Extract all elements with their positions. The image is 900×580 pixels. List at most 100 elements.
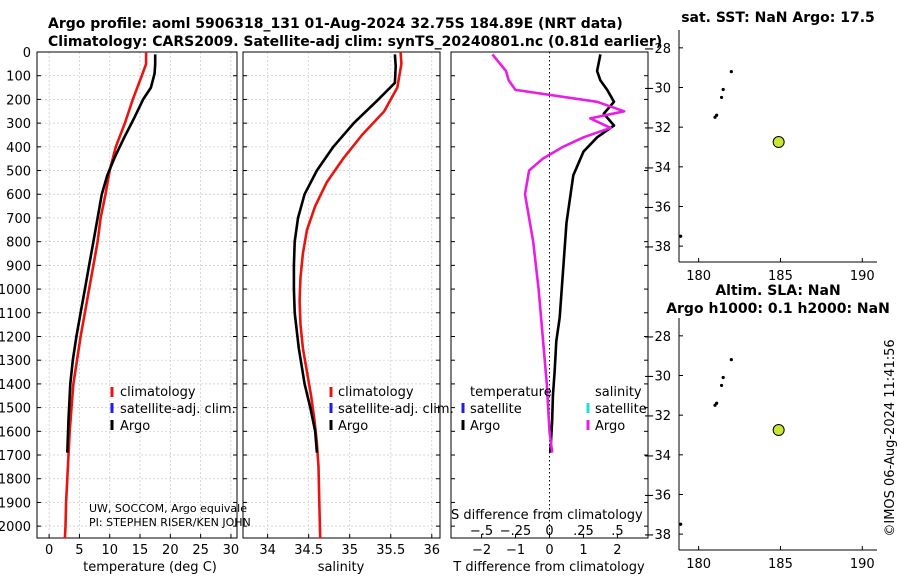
y-tick-label: 400 <box>6 141 31 156</box>
y-tick-label: 700 <box>6 212 31 227</box>
figure-title-line2: Climatology: CARS2009. Satellite-adj cli… <box>48 34 662 50</box>
sla-map-plot: −38 −36 −34 −32 −30 −28 180 185 190 <box>644 318 877 572</box>
x-top-tick-label: .5 <box>611 524 623 539</box>
y-tick-label: 200 <box>6 93 31 108</box>
y-tick-label: 1100 <box>0 307 31 322</box>
legend-label-argo: Argo <box>338 419 368 434</box>
difference-plot: −2 −1 0 1 2 −.5 −.25 0 .25 .5 <box>450 51 649 558</box>
legend-label-temp-satellite: satellite <box>470 402 522 417</box>
map-y-tick-label: −36 <box>644 488 671 503</box>
y-tick-label: 1400 <box>0 378 31 393</box>
map-y-tick-label: −32 <box>644 121 671 136</box>
map-y-tick-label: −34 <box>644 449 671 464</box>
map-x-tick-label: 185 <box>768 557 793 572</box>
x-tick-label: −2 <box>472 543 491 558</box>
float-position-marker <box>772 424 785 437</box>
x-tick-label: 30 <box>223 543 240 558</box>
y-tick-label: 1500 <box>0 402 31 417</box>
credit-line2: PI: STEPHEN RISER/KEN JOHN <box>89 516 251 529</box>
x-top-tick-label: 0 <box>545 524 553 539</box>
temperature-xlabel: temperature (deg C) <box>83 560 217 575</box>
x-tick-label: 10 <box>101 543 118 558</box>
x-tick-label: 34.5 <box>294 543 323 558</box>
map-x-tick-label: 190 <box>850 557 875 572</box>
coastline-point <box>719 383 724 388</box>
sst-map-title: sat. SST: NaN Argo: 17.5 <box>681 10 875 26</box>
coastline-point <box>679 234 683 238</box>
legend-title-temperature: temperature <box>470 385 552 400</box>
legend-label-sal-satellite: satellite <box>595 402 647 417</box>
legend-label-satellite: satellite-adj. clim. <box>120 402 236 417</box>
x-tick-label: −1 <box>506 543 525 558</box>
axes-frame <box>36 51 238 539</box>
map-y-tick-label: −30 <box>644 370 671 385</box>
y-tick-label: 900 <box>6 259 31 274</box>
salinity-plot: 34 34.5 35 35.5 36 <box>242 51 441 558</box>
legend-label-argo: Argo <box>120 419 150 434</box>
coastline-point <box>713 403 717 407</box>
y-tick-label: 1600 <box>0 425 31 440</box>
x-tick-label: 34 <box>259 543 276 558</box>
series-line-s-argo-climatology <box>491 53 626 453</box>
y-tick-label: 1000 <box>0 283 31 298</box>
map-x-tick-label: 185 <box>768 269 793 284</box>
x-top-tick-label: −.25 <box>500 524 532 539</box>
x-tick-label: 35 <box>341 543 358 558</box>
temperature-plot: 0100200300400500600700800900100011001200… <box>0 46 239 558</box>
series-line-argo <box>292 54 398 453</box>
x-tick-label: 0 <box>545 543 553 558</box>
x-tick-label: 25 <box>192 543 209 558</box>
y-tick-label: 600 <box>6 188 31 203</box>
float-position-marker <box>772 136 785 149</box>
coastline-point <box>721 87 725 92</box>
legend-label-satellite: satellite-adj. clim. <box>338 402 454 417</box>
temperature-legend: climatology satellite-adj. clim. Argo <box>110 385 236 434</box>
coastline-point <box>713 115 717 119</box>
y-tick-label: 2000 <box>0 520 31 535</box>
temperature-panel: 0100200300400500600700800900100011001200… <box>0 46 251 575</box>
legend-label-temp-argo: Argo <box>470 419 500 434</box>
salinity-panel: 34 34.5 35 35.5 36 salinity climatology sate… <box>242 51 454 575</box>
sst-map-plot: −38 −36 −34 −32 −30 −28 180 185 190 <box>644 30 877 284</box>
map-y-tick-label: −30 <box>644 82 671 97</box>
y-tick-label: 1900 <box>0 496 31 511</box>
series-line-climatology <box>298 51 403 539</box>
map-x-tick-label: 180 <box>686 269 711 284</box>
legend-title-salinity: salinity <box>595 385 642 400</box>
sla-map-title-line1: Altim. SLA: NaN <box>715 283 840 299</box>
y-tick-label: 1700 <box>0 449 31 464</box>
y-tick-label: 1300 <box>0 354 31 369</box>
coastline-point <box>729 358 733 362</box>
coastline-point <box>679 522 683 526</box>
map-y-tick-label: −38 <box>644 528 671 543</box>
coastline-point <box>721 375 725 380</box>
legend-label-climatology: climatology <box>120 385 196 400</box>
map-y-tick-label: −38 <box>644 240 671 255</box>
map-y-tick-label: −32 <box>644 409 671 424</box>
imos-timestamp: ©IMOS 06-Aug-2024 11:41:56 <box>883 339 898 536</box>
x-tick-label: 20 <box>162 543 179 558</box>
x-tick-label: 35.5 <box>376 543 405 558</box>
x-tick-label: 5 <box>75 543 83 558</box>
sla-map-title-line2: Argo h1000: 0.1 h2000: NaN <box>666 301 890 317</box>
y-tick-label: 500 <box>6 165 31 180</box>
series-line-argo <box>66 54 157 453</box>
x-top-tick-label: .25 <box>573 524 594 539</box>
x-tick-label: 36 <box>424 543 441 558</box>
series-line-climatology <box>63 52 148 539</box>
map-y-tick-label: −36 <box>644 200 671 215</box>
map-x-tick-label: 180 <box>686 557 711 572</box>
salinity-legend: climatology satellite-adj. clim. Argo <box>329 385 454 434</box>
x-tick-label: 0 <box>45 543 53 558</box>
y-tick-label: 100 <box>6 70 31 85</box>
legend-label-climatology: climatology <box>338 385 414 400</box>
difference-panel: −2 −1 0 1 2 −.5 −.25 0 .25 .5 T difference from c… <box>450 51 649 575</box>
legend-label-sal-argo: Argo <box>595 419 625 434</box>
difference-xlabel: T difference from climatology <box>452 560 645 575</box>
difference-xlabel-top: S difference from climatology <box>451 508 643 523</box>
series-line-t-argo-climatology <box>548 54 616 453</box>
coastline-point <box>719 95 724 100</box>
axes-frame <box>242 51 441 539</box>
sla-map-panel: Altim. SLA: NaN Argo h1000: 0.1 h2000: N… <box>644 283 890 572</box>
